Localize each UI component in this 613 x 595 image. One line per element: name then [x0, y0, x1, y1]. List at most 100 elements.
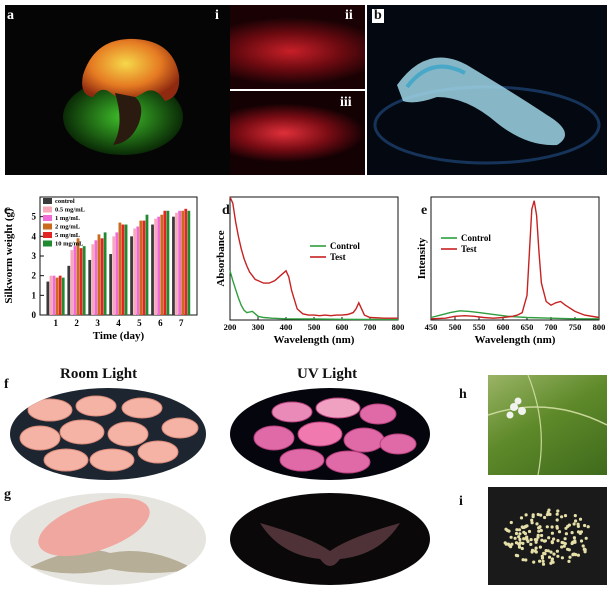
photo-a-glowing-silkworm: [5, 5, 230, 175]
y-axis-label: Silkworm weight (g): [3, 208, 15, 304]
bar-5: [121, 224, 125, 315]
egg: [503, 541, 507, 545]
egg: [519, 516, 524, 520]
egg: [584, 536, 588, 540]
chart-c-silkworm-weight: 0 1 2 3 4 5 1 2 3 4 5 6 7 control 0.5 mg/mL1 mg/mL 2 mg…: [3, 196, 198, 342]
egg: [572, 536, 576, 540]
bar-4: [97, 234, 101, 315]
egg: [564, 532, 568, 536]
y-tick-label: 1: [32, 290, 37, 300]
egg: [525, 524, 529, 528]
bar-6: [82, 246, 86, 315]
egg: [582, 547, 587, 551]
legend-swatch: [43, 232, 52, 238]
bar-3: [115, 232, 119, 315]
bar-1: [67, 265, 71, 315]
legend-swatch: [43, 206, 52, 213]
egg: [534, 546, 538, 550]
egg: [516, 554, 520, 558]
egg: [579, 539, 584, 543]
x-tick-label: 1: [53, 318, 58, 328]
egg: [518, 541, 522, 545]
bar-2: [112, 236, 116, 315]
panel-label-a: a: [7, 8, 14, 23]
x-tick-label: 3: [95, 318, 100, 328]
egg: [523, 532, 527, 536]
egg: [571, 552, 575, 556]
legend-label: control: [55, 198, 75, 205]
egg: [515, 528, 519, 532]
egg: [531, 513, 535, 517]
egg: [534, 540, 538, 544]
series-line-test: [229, 196, 398, 319]
eggs-illustration: [503, 508, 590, 566]
egg: [560, 515, 564, 519]
photo-f-cocoons-room-light: [10, 388, 206, 480]
egg: [524, 513, 528, 517]
x-tick-label: 500: [449, 322, 462, 332]
egg: [530, 550, 534, 554]
y-tick-label: 4: [32, 231, 37, 241]
bar-2: [133, 228, 137, 315]
egg: [555, 549, 559, 553]
egg: [549, 550, 553, 554]
egg: [550, 540, 554, 544]
photo-iii-red-fluorescence: [230, 91, 365, 175]
egg: [550, 525, 554, 529]
egg: [560, 545, 564, 549]
egg: [557, 530, 562, 534]
bar-3: [73, 246, 77, 315]
egg: [538, 559, 542, 563]
egg: [507, 543, 511, 547]
egg: [521, 558, 525, 562]
moth-room-illustration: [30, 497, 194, 574]
bar-5: [100, 238, 104, 315]
egg: [555, 512, 559, 516]
y-tick-label: 2: [32, 271, 37, 281]
egg: [540, 538, 544, 542]
egg: [518, 532, 522, 536]
series-line-control: [229, 270, 398, 321]
leaf-illustration: [488, 375, 607, 475]
bar-6: [124, 224, 128, 315]
egg: [538, 545, 542, 549]
silkworm-uv-illustration: [373, 57, 601, 165]
photo-g-moth-uv-light: [230, 493, 430, 585]
egg: [560, 556, 564, 560]
egg: [524, 558, 528, 562]
x-tick-label: 500: [308, 322, 321, 332]
bar-2: [91, 244, 95, 315]
egg: [517, 528, 522, 532]
egg: [556, 554, 560, 558]
bar-4: [55, 277, 59, 315]
silkworm-glow-illustration: [63, 38, 183, 155]
egg: [573, 514, 577, 518]
egg: [576, 530, 581, 534]
bar-1: [172, 216, 175, 315]
egg: [548, 512, 552, 516]
egg: [504, 527, 508, 531]
egg: [576, 524, 580, 528]
legend-label: 10 mg/mL: [55, 241, 84, 248]
x-tick-label: 200: [224, 322, 237, 332]
egg: [538, 525, 542, 529]
x-axis-label: Wavelength (nm): [475, 334, 556, 346]
egg: [566, 524, 570, 528]
egg: [583, 523, 587, 528]
x-tick-label: 800: [593, 322, 606, 332]
y-axis-label: Intensity: [416, 237, 428, 279]
legend-label: Test: [330, 252, 346, 262]
plot-frame: [229, 196, 399, 321]
legend-label: Control: [461, 233, 491, 243]
x-axis-label: Wavelength (nm): [274, 334, 355, 346]
egg: [574, 519, 578, 523]
egg: [537, 529, 541, 533]
series-line-test: [430, 200, 600, 320]
egg: [542, 551, 546, 555]
egg: [529, 538, 533, 542]
egg: [542, 539, 547, 543]
egg: [555, 525, 559, 529]
egg: [563, 514, 568, 518]
x-tick-label: 2: [74, 318, 79, 328]
